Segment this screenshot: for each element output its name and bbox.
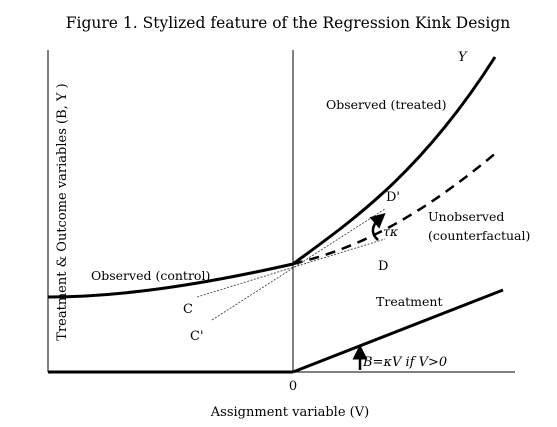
curve-label-y: Y bbox=[458, 50, 468, 65]
treatment-equation-label: B=κV if V>0 bbox=[362, 355, 447, 370]
origin-label: 0 bbox=[289, 379, 297, 394]
observed-control-curve bbox=[47, 262, 294, 299]
counterfactual-curve bbox=[292, 151, 498, 266]
unobserved-label-line1: Unobserved bbox=[428, 209, 504, 224]
point-c-prime-label: C' bbox=[190, 329, 204, 344]
point-d-label: D bbox=[378, 259, 388, 274]
observed-control-label: Observed (control) bbox=[91, 268, 210, 283]
tangent-line-c-d bbox=[196, 238, 386, 298]
x-axis-label: Assignment variable (V) bbox=[210, 405, 369, 420]
y-axis-label: Treatment & Outcome variables (B, Y ) bbox=[55, 83, 70, 340]
treatment-label: Treatment bbox=[376, 294, 443, 309]
tangent-line-c-prime-d-prime bbox=[211, 208, 386, 321]
tau-kappa-arrow bbox=[369, 213, 386, 241]
observed-treated-label: Observed (treated) bbox=[326, 97, 447, 112]
observed-treated-curve bbox=[292, 56, 497, 266]
treatment-line-right bbox=[292, 288, 504, 374]
unobserved-label-line2: (counterfactual) bbox=[428, 228, 530, 243]
tau-kappa-label: τκ bbox=[383, 224, 399, 239]
point-c-label: C bbox=[183, 302, 193, 317]
figure-title: Figure 1. Stylized feature of the Regres… bbox=[66, 14, 510, 32]
point-d-prime-label: D' bbox=[386, 190, 400, 205]
